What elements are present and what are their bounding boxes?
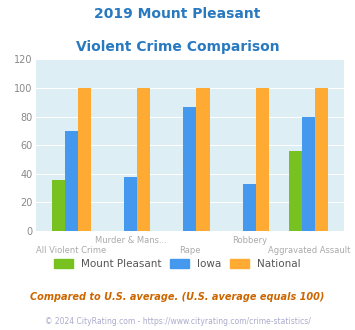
Text: 2019 Mount Pleasant: 2019 Mount Pleasant [94, 7, 261, 20]
Bar [137, 88, 150, 231]
Bar [243, 184, 256, 231]
Bar [65, 131, 78, 231]
Bar [124, 177, 137, 231]
Bar [289, 151, 302, 231]
Text: All Violent Crime: All Violent Crime [36, 246, 106, 255]
Text: Violent Crime Comparison: Violent Crime Comparison [76, 40, 279, 53]
Bar [256, 88, 269, 231]
Bar [196, 88, 209, 231]
Bar [78, 88, 91, 231]
Text: Aggravated Assault: Aggravated Assault [268, 246, 350, 255]
Bar [315, 88, 328, 231]
Bar [184, 107, 196, 231]
Text: Robbery: Robbery [232, 236, 267, 245]
Text: Compared to U.S. average. (U.S. average equals 100): Compared to U.S. average. (U.S. average … [30, 292, 325, 302]
Bar [51, 180, 65, 231]
Legend: Mount Pleasant, Iowa, National: Mount Pleasant, Iowa, National [50, 254, 305, 273]
Bar [302, 116, 315, 231]
Text: © 2024 CityRating.com - https://www.cityrating.com/crime-statistics/: © 2024 CityRating.com - https://www.city… [45, 317, 310, 326]
Text: Rape: Rape [179, 246, 201, 255]
Text: Murder & Mans...: Murder & Mans... [94, 236, 166, 245]
